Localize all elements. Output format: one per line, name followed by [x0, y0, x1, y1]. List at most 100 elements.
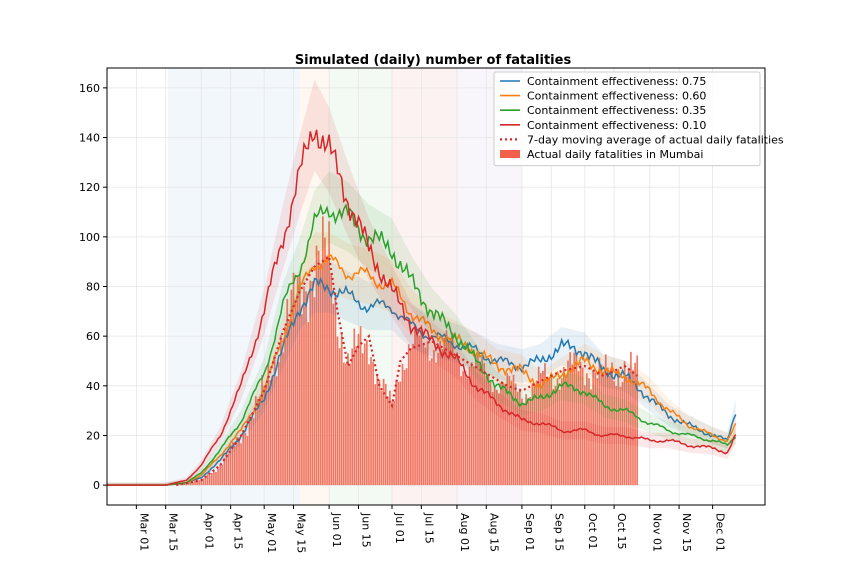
bar-actual-fatalities: [562, 367, 565, 486]
y-tick-label: 100: [79, 231, 100, 244]
bar-actual-fatalities: [613, 381, 615, 486]
bar-actual-fatalities: [539, 373, 542, 486]
legend-box: [493, 71, 761, 167]
bar-actual-fatalities: [259, 396, 261, 486]
bar-actual-fatalities: [504, 383, 506, 486]
bar-actual-fatalities: [567, 360, 569, 486]
x-tick-label: Oct 01: [586, 513, 599, 550]
bar-actual-fatalities: [615, 385, 618, 486]
y-tick-label: 40: [86, 380, 100, 393]
bar-actual-fatalities: [537, 366, 540, 486]
bar-actual-fatalities: [250, 419, 253, 486]
y-tick-label: 140: [79, 132, 100, 145]
bar-actual-fatalities: [487, 373, 490, 486]
bar-actual-fatalities: [546, 376, 548, 486]
bar-actual-fatalities: [433, 350, 435, 486]
x-axis-ticks: Mar 01 Mar 15 Apr 01 Apr 15 May 01 May 15 Jun …: [135, 505, 727, 553]
x-tick-label: Aug 01: [458, 513, 471, 552]
bar-actual-fatalities: [495, 389, 498, 486]
bar-actual-fatalities: [231, 441, 234, 486]
bar-actual-fatalities: [370, 357, 372, 486]
bar-actual-fatalities: [198, 480, 201, 486]
bar-actual-fatalities: [351, 348, 354, 486]
bar-actual-fatalities: [632, 370, 634, 486]
bar-actual-fatalities: [324, 237, 326, 486]
bar-actual-fatalities: [361, 353, 364, 486]
bar-actual-fatalities: [183, 483, 186, 486]
bar-actual-fatalities: [215, 471, 217, 486]
line-series-3: [107, 129, 737, 486]
bar-actual-fatalities: [298, 275, 301, 486]
bar-actual-fatalities: [489, 381, 492, 486]
bar-actual-fatalities: [292, 272, 295, 486]
bar-actual-fatalities: [338, 348, 341, 486]
bar-actual-fatalities: [307, 322, 310, 486]
chart-title: Simulated (daily) number of fatalities: [295, 53, 572, 68]
bar-actual-fatalities: [558, 389, 561, 486]
bar-actual-fatalities: [571, 364, 574, 486]
legend-entry: Containment effectiveness: 0.60: [527, 90, 706, 103]
x-tick-label: Jun 01: [330, 512, 343, 548]
legend-entry: Containment effectiveness: 0.10: [527, 119, 706, 132]
bar-actual-fatalities: [179, 484, 182, 486]
x-tick-label: Mar 01: [137, 513, 150, 551]
bar-actual-fatalities: [267, 362, 270, 486]
bar-actual-fatalities: [271, 376, 274, 486]
bar-actual-fatalities: [439, 340, 442, 486]
bar-actual-fatalities: [393, 400, 395, 486]
bar-actual-fatalities: [418, 335, 421, 486]
bar-actual-fatalities: [389, 390, 391, 486]
legend-entry: Containment effectiveness: 0.75: [527, 75, 706, 88]
bar-actual-fatalities: [386, 396, 389, 486]
bar-actual-fatalities: [187, 482, 190, 486]
y-tick-label: 0: [93, 479, 100, 492]
bar-actual-fatalities: [213, 470, 215, 486]
bar-actual-fatalities: [372, 361, 374, 486]
bar-actual-fatalities: [399, 381, 402, 486]
bar-actual-fatalities: [405, 368, 408, 486]
bar-actual-fatalities: [347, 353, 349, 486]
bar-actual-fatalities: [449, 337, 452, 486]
bar-actual-fatalities: [192, 481, 194, 486]
x-tick-label: Jun 15: [359, 512, 372, 548]
legend: Containment effectiveness: 0.75 Containme…: [493, 71, 784, 167]
bar-actual-fatalities: [217, 468, 219, 486]
bar-actual-fatalities: [474, 354, 477, 486]
bar-actual-fatalities: [378, 380, 381, 486]
bar-actual-fatalities: [359, 326, 362, 486]
bar-actual-fatalities: [454, 357, 456, 486]
bar-actual-fatalities: [502, 382, 504, 486]
bar-actual-fatalities: [403, 369, 406, 486]
bar-actual-fatalities: [368, 364, 370, 486]
bar-actual-fatalities: [583, 385, 586, 486]
bar-actual-fatalities: [382, 378, 385, 486]
bar-actual-fatalities: [527, 399, 530, 486]
bar-actual-fatalities: [238, 437, 240, 486]
bar-actual-fatalities: [342, 362, 345, 486]
x-tick-label: Nov 01: [651, 513, 664, 552]
bar-actual-fatalities: [602, 371, 605, 486]
bar-actual-fatalities: [265, 382, 268, 486]
legend-swatch: [500, 150, 520, 158]
bar-actual-fatalities: [313, 297, 316, 486]
actual-fatality-bars: [177, 216, 639, 486]
bar-actual-fatalities: [391, 401, 393, 486]
bar-actual-fatalities: [420, 325, 423, 486]
bar-actual-fatalities: [548, 377, 550, 486]
x-tick-label: Dec 01: [714, 513, 727, 552]
bar-actual-fatalities: [565, 375, 567, 486]
bar-actual-fatalities: [208, 475, 211, 486]
bar-actual-fatalities: [596, 378, 599, 486]
bar-actual-fatalities: [380, 390, 383, 486]
bar-actual-fatalities: [288, 319, 291, 486]
bar-actual-fatalities: [414, 324, 416, 486]
bar-actual-fatalities: [598, 357, 601, 486]
bar-actual-fatalities: [575, 352, 578, 486]
bar-actual-fatalities: [273, 355, 276, 486]
bar-actual-fatalities: [573, 352, 576, 486]
bar-actual-fatalities: [606, 367, 609, 486]
bar-actual-fatalities: [412, 343, 414, 486]
bar-actual-fatalities: [630, 351, 632, 486]
bar-actual-fatalities: [533, 385, 536, 486]
bar-actual-fatalities: [317, 250, 320, 486]
